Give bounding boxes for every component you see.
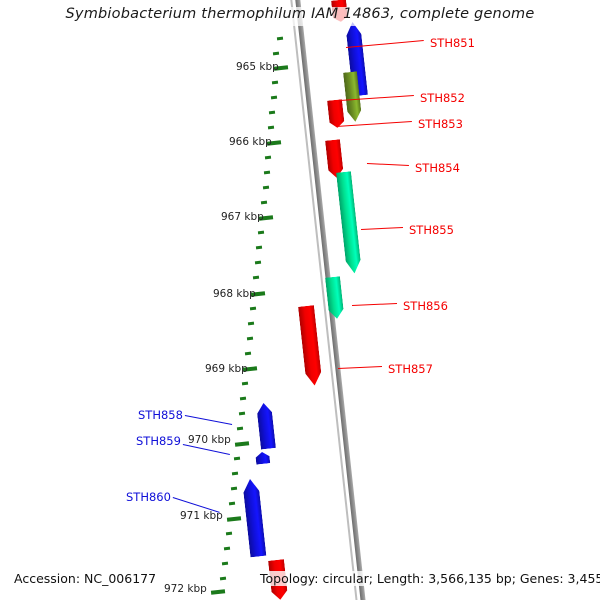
gene-feature-sth857[interactable]	[298, 305, 323, 386]
title-backdrop	[84, 7, 519, 26]
ruler-tick-minor	[268, 110, 276, 115]
gene-label-sth851[interactable]: STH851	[430, 36, 475, 50]
gene-label-sth854[interactable]: STH854	[415, 161, 460, 175]
ruler-tick-minor	[244, 351, 252, 356]
gene-feature-sth860[interactable]	[242, 478, 266, 557]
gene-label-sth857[interactable]: STH857	[388, 362, 433, 376]
gene-arrow-shape	[325, 276, 344, 319]
ruler-tick-minor	[221, 561, 229, 566]
leader-line	[184, 415, 232, 425]
ruler-tick-minor	[249, 306, 257, 311]
ruler-label: 968 kbp	[213, 288, 256, 300]
ruler-tick-major	[210, 589, 226, 595]
gene-label-sth859[interactable]: STH859	[136, 434, 181, 448]
gene-arrow-shape	[336, 171, 362, 274]
gene-label-sth860[interactable]: STH860	[126, 490, 171, 504]
ruler-tick-minor	[267, 125, 275, 130]
ruler-label: 965 kbp	[236, 61, 279, 73]
ruler-tick-minor	[272, 51, 280, 56]
gene-label-sth852[interactable]: STH852	[420, 91, 465, 105]
accession-text: Accession: NC_006177	[14, 571, 157, 586]
ruler-label: 972 kbp	[164, 583, 207, 595]
gene-arrow-shape	[256, 402, 276, 449]
ruler-tick-minor	[255, 245, 263, 250]
gene-label-sth858[interactable]: STH858	[138, 408, 183, 422]
ruler-tick-minor	[276, 36, 284, 41]
ruler-tick-minor	[262, 185, 270, 190]
ruler-label: 969 kbp	[205, 363, 248, 375]
ruler-tick-minor	[252, 275, 260, 280]
ruler-tick-minor	[241, 381, 249, 386]
ruler-tick-minor	[260, 200, 268, 205]
gene-label-sth856[interactable]: STH856	[403, 299, 448, 313]
ruler-tick-minor	[264, 155, 272, 160]
ruler-tick-minor	[270, 95, 278, 100]
ruler-tick-minor	[231, 471, 239, 476]
gene-feature-sth859[interactable]	[255, 451, 270, 464]
ruler-tick-minor	[230, 486, 238, 491]
ruler-tick-minor	[271, 80, 279, 85]
ruler-tick-minor	[233, 456, 241, 461]
ruler-tick-minor	[225, 531, 233, 536]
ruler-tick-minor	[263, 170, 271, 175]
ruler-label: 967 kbp	[221, 211, 264, 223]
ruler-tick-major	[226, 516, 242, 522]
gene-feature-sth856[interactable]	[325, 276, 344, 319]
gene-feature-sth853[interactable]	[327, 99, 345, 128]
leader-line	[366, 163, 409, 166]
ruler-tick-minor	[254, 260, 262, 265]
leader-line	[352, 303, 398, 306]
gene-label-sth855[interactable]: STH855	[409, 223, 454, 237]
gene-label-sth853[interactable]: STH853	[418, 117, 463, 131]
ruler-label: 970 kbp	[188, 434, 231, 446]
gene-arrow-shape	[327, 99, 345, 128]
ruler-tick-minor	[223, 546, 231, 551]
ruler-tick-minor	[257, 230, 265, 235]
ruler-label: 971 kbp	[180, 510, 223, 522]
ruler-tick-minor	[228, 501, 236, 506]
gene-feature-sth855[interactable]	[336, 171, 362, 274]
ruler-tick-major	[234, 441, 250, 447]
gene-feature-sth858[interactable]	[256, 402, 276, 449]
ruler-tick-minor	[219, 576, 227, 581]
ruler-tick-minor	[239, 396, 247, 401]
ruler-tick-minor	[238, 411, 246, 416]
ruler-tick-minor	[236, 426, 244, 431]
leader-line	[361, 227, 404, 230]
ruler-label: 966 kbp	[229, 136, 272, 148]
ruler-tick-minor	[247, 321, 255, 326]
leader-line	[338, 366, 383, 369]
genome-summary-text: Topology: circular; Length: 3,566,135 bp…	[259, 571, 600, 586]
gene-arrow-shape	[255, 451, 270, 464]
gene-arrow-shape	[242, 478, 266, 557]
gene-arrow-shape	[298, 305, 323, 386]
ruler-tick-minor	[246, 336, 254, 341]
